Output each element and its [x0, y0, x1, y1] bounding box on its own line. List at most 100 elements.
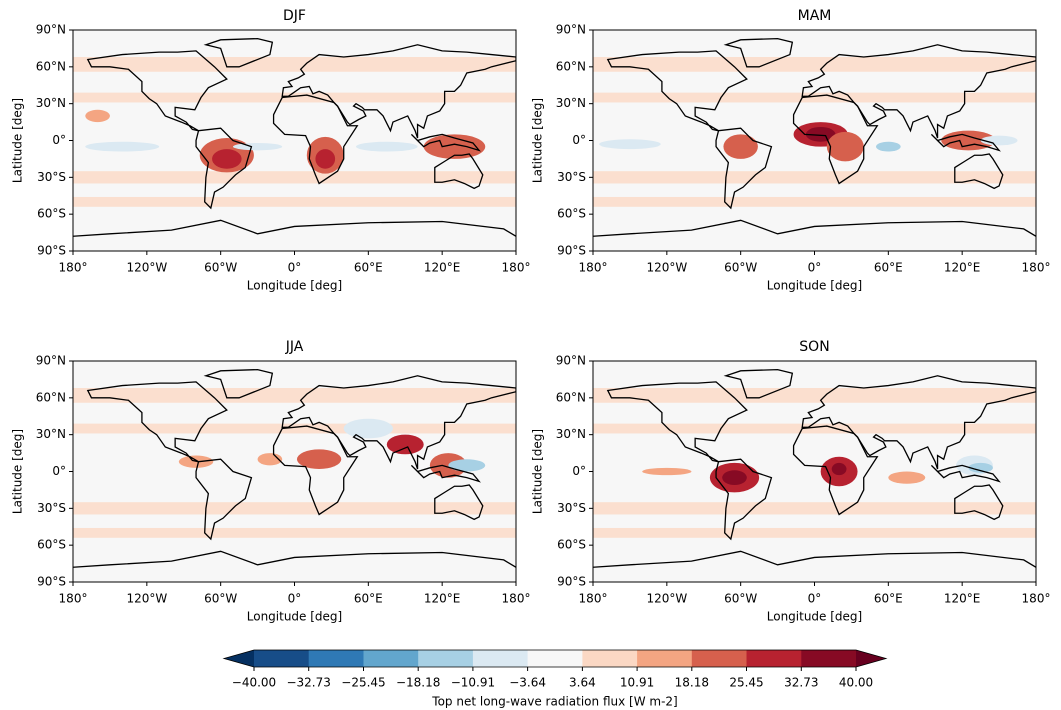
y-tick-label: 90°S	[37, 244, 66, 258]
panel-title: SON	[799, 339, 829, 355]
x-tick-label: 180°	[579, 261, 608, 275]
y-tick-label: 90°N	[36, 23, 66, 37]
colorbar-segment	[527, 650, 583, 667]
shade-band	[73, 423, 516, 434]
x-tick-label: 120°E	[424, 592, 461, 606]
y-tick-label: 60°N	[36, 59, 66, 73]
anomaly	[722, 470, 747, 486]
map-field	[593, 30, 1036, 251]
y-tick-label: 0°	[572, 464, 586, 478]
x-axis-label: Longitude [deg]	[767, 610, 862, 624]
x-tick-label: 120°E	[424, 261, 461, 275]
shade-band	[73, 171, 516, 184]
colorbar-tick-label: −10.91	[451, 676, 495, 690]
colorbar-segment	[637, 650, 693, 667]
colorbar-tick-label: 10.91	[620, 676, 654, 690]
shade-band	[593, 388, 1036, 403]
anomaly	[599, 139, 661, 150]
x-tick-label: 60°W	[724, 261, 757, 275]
map-panel: JJA 180° 120°W 60°W 0° 60°E 120°E 180° 90°N 60°N 3…	[11, 339, 531, 624]
y-tick-label: 30°S	[557, 501, 586, 515]
anomaly	[85, 109, 110, 123]
colorbar-label: Top net long-wave radiation flux [W m-2]	[431, 695, 677, 709]
y-tick-label: 30°N	[36, 96, 66, 110]
x-tick-label: 120°W	[126, 592, 167, 606]
colorbar-tick-label: 32.73	[784, 676, 818, 690]
panel-title: JJA	[285, 339, 304, 355]
colorbar-tick-label: −40.00	[232, 676, 276, 690]
y-tick-label: 0°	[52, 133, 66, 147]
panel-title: MAM	[798, 8, 832, 24]
colorbar-tick-label: 40.00	[839, 676, 873, 690]
shade-band	[73, 388, 516, 403]
anomaly	[876, 141, 901, 152]
x-tick-label: 180°	[1022, 592, 1051, 606]
x-tick-label: 120°W	[646, 592, 687, 606]
y-axis-label: Latitude [deg]	[11, 98, 25, 183]
anomaly	[448, 459, 486, 472]
y-axis-label: Latitude [deg]	[11, 429, 25, 514]
colorbar-segment	[746, 650, 802, 667]
x-tick-label: 60°E	[874, 592, 903, 606]
y-tick-label: 30°S	[557, 170, 586, 184]
colorbar-extend-high	[856, 650, 886, 667]
y-tick-label: 60°N	[36, 390, 66, 404]
map-panel: SON 180° 120°W 60°W 0° 60°E 120°E 180° 90°N 60°N 3…	[531, 339, 1051, 624]
x-tick-label: 0°	[288, 261, 302, 275]
x-tick-label: 120°W	[646, 261, 687, 275]
y-tick-label: 60°S	[557, 538, 586, 552]
x-tick-label: 60°W	[204, 261, 237, 275]
x-tick-label: 180°	[502, 592, 531, 606]
x-tick-label: 60°E	[354, 592, 383, 606]
anomaly	[723, 134, 758, 159]
y-tick-label: 30°N	[36, 427, 66, 441]
x-tick-label: 60°E	[354, 261, 383, 275]
y-tick-label: 30°S	[37, 170, 66, 184]
shade-band	[73, 527, 516, 538]
shade-band	[593, 196, 1036, 207]
shade-band	[73, 92, 516, 103]
colorbar-segment	[801, 650, 857, 667]
x-tick-label: 180°	[1022, 261, 1051, 275]
x-tick-label: 0°	[808, 592, 822, 606]
map-panel: DJF 180° 120°W 60°W 0° 60°E 120°E 180° 90°N 60°N 3…	[11, 8, 531, 293]
x-tick-label: 180°	[59, 592, 88, 606]
x-tick-label: 0°	[808, 261, 822, 275]
y-axis-label: Latitude [deg]	[531, 98, 545, 183]
anomaly	[212, 149, 242, 169]
y-tick-label: 30°S	[37, 501, 66, 515]
shade-band	[593, 57, 1036, 72]
x-tick-label: 180°	[579, 592, 608, 606]
y-tick-label: 90°N	[556, 23, 586, 37]
anomaly	[386, 434, 424, 455]
anomaly	[968, 462, 993, 473]
y-tick-label: 60°S	[557, 207, 586, 221]
map-panel: MAM 180° 120°W 60°W 0° 60°E 120°E 180° 90°N 60°N 3…	[531, 8, 1051, 293]
colorbar-segment	[308, 650, 364, 667]
x-tick-label: 120°W	[126, 261, 167, 275]
colorbar-tick-label: −18.18	[396, 676, 440, 690]
panel-title: DJF	[283, 8, 306, 24]
shade-band	[593, 423, 1036, 434]
anomaly	[356, 141, 418, 152]
colorbar-tick-label: 25.45	[729, 676, 763, 690]
y-tick-label: 30°N	[556, 427, 586, 441]
y-tick-label: 60°S	[37, 207, 66, 221]
anomaly	[343, 418, 393, 439]
colorbar: −40.00 −32.73 −25.45 −18.18 −10.91 −3.64 3.64 1…	[222, 649, 888, 709]
map-field	[73, 30, 516, 251]
x-tick-label: 120°E	[944, 261, 981, 275]
y-tick-label: 90°S	[37, 575, 66, 589]
x-tick-label: 60°W	[204, 592, 237, 606]
anomaly	[315, 149, 336, 169]
shade-band	[593, 92, 1036, 103]
y-tick-label: 60°N	[556, 59, 586, 73]
y-tick-label: 60°N	[556, 390, 586, 404]
x-axis-label: Longitude [deg]	[767, 279, 862, 293]
y-tick-label: 90°N	[36, 354, 66, 368]
y-tick-label: 90°N	[556, 354, 586, 368]
shade-band	[593, 502, 1036, 515]
shade-band	[73, 502, 516, 515]
y-tick-label: 60°S	[37, 538, 66, 552]
map-field	[593, 361, 1036, 582]
